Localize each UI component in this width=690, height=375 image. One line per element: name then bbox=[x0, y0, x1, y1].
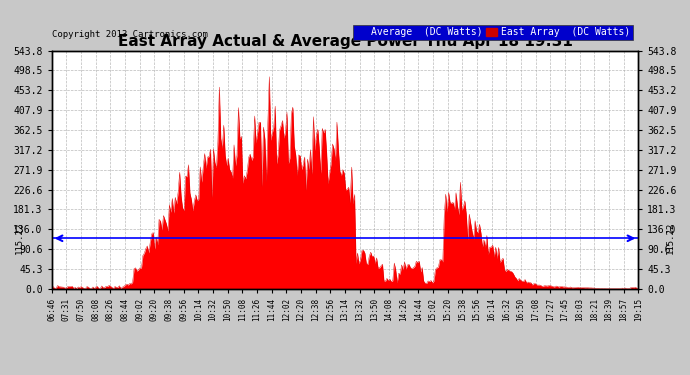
Title: East Array Actual & Average Power Thu Apr 18 19:31: East Array Actual & Average Power Thu Ap… bbox=[117, 34, 573, 50]
Text: 115.22: 115.22 bbox=[666, 222, 675, 254]
Text: Copyright 2013 Cartronics.com: Copyright 2013 Cartronics.com bbox=[52, 30, 208, 39]
Legend: Average  (DC Watts), East Array  (DC Watts): Average (DC Watts), East Array (DC Watts… bbox=[353, 24, 633, 40]
Text: 115.22: 115.22 bbox=[15, 222, 24, 254]
